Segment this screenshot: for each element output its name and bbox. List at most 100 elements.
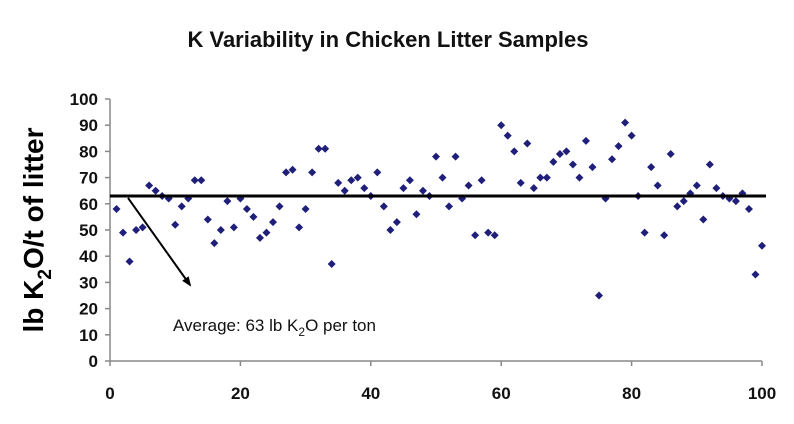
data-point xyxy=(438,173,447,182)
data-point xyxy=(555,150,564,159)
data-point xyxy=(510,147,519,156)
y-tick-label: 20 xyxy=(79,300,98,319)
data-point xyxy=(288,165,297,174)
data-point xyxy=(751,270,760,279)
data-point xyxy=(445,202,454,211)
data-point xyxy=(269,218,277,227)
data-point xyxy=(640,228,649,237)
data-point xyxy=(282,168,291,177)
data-point xyxy=(595,291,603,300)
data-point xyxy=(731,197,740,206)
x-tick-label: 80 xyxy=(622,384,641,403)
data-point xyxy=(758,241,766,250)
data-point xyxy=(327,260,336,269)
data-point xyxy=(588,163,597,172)
data-point xyxy=(255,233,264,242)
data-point xyxy=(516,178,525,187)
data-point xyxy=(242,205,251,214)
y-tick-label: 10 xyxy=(79,326,98,345)
data-points xyxy=(112,118,766,300)
y-tick-label: 0 xyxy=(89,352,98,371)
y-tick-label: 80 xyxy=(79,142,98,161)
data-point xyxy=(321,144,330,153)
data-point xyxy=(386,226,395,234)
data-point xyxy=(497,121,506,130)
data-point xyxy=(171,220,180,229)
x-tick-label: 100 xyxy=(748,384,776,403)
data-point xyxy=(373,168,382,177)
y-tick-label: 30 xyxy=(79,273,98,292)
data-point xyxy=(249,212,258,221)
data-point xyxy=(197,176,206,185)
data-point xyxy=(275,202,284,211)
data-point xyxy=(379,202,388,211)
data-point xyxy=(679,197,688,206)
data-point xyxy=(673,202,682,211)
data-point xyxy=(360,184,369,193)
data-point xyxy=(295,223,304,232)
data-point xyxy=(347,176,356,185)
data-point xyxy=(112,205,121,214)
y-tick-marks xyxy=(105,98,110,362)
data-point xyxy=(647,163,656,172)
data-point xyxy=(503,131,512,140)
data-point xyxy=(119,228,128,237)
average-arrow xyxy=(127,197,192,287)
data-point xyxy=(314,144,323,153)
data-point xyxy=(666,150,675,159)
data-point xyxy=(621,118,630,127)
data-point xyxy=(562,147,571,156)
data-point xyxy=(210,239,219,248)
y-tick-label: 50 xyxy=(79,221,98,240)
data-point xyxy=(712,184,721,193)
data-point xyxy=(529,184,538,193)
data-point xyxy=(418,186,427,195)
data-point xyxy=(490,231,499,240)
x-tick-label: 40 xyxy=(361,384,380,403)
data-point xyxy=(627,131,636,140)
data-point xyxy=(399,184,408,193)
x-tick-labels: 0 20 40 60 80 100 xyxy=(105,384,776,403)
data-point xyxy=(549,157,558,166)
y-tick-label: 60 xyxy=(79,195,98,214)
y-tick-label: 40 xyxy=(79,247,98,266)
data-point xyxy=(216,226,225,234)
chart-title: K Variability in Chicken Litter Samples xyxy=(187,27,588,52)
data-point xyxy=(125,257,134,266)
data-point xyxy=(223,197,232,206)
data-point xyxy=(464,181,473,190)
data-point xyxy=(353,173,362,182)
data-point xyxy=(308,168,317,177)
data-point xyxy=(405,176,414,185)
data-point xyxy=(744,205,753,214)
data-point xyxy=(536,173,545,182)
y-tick-label: 70 xyxy=(79,169,98,188)
data-point xyxy=(523,139,532,148)
data-point xyxy=(653,181,662,190)
data-point xyxy=(138,223,147,232)
data-point xyxy=(471,231,480,240)
data-point xyxy=(477,176,486,185)
data-point xyxy=(392,218,401,227)
x-tick-label: 60 xyxy=(492,384,511,403)
y-tick-label: 90 xyxy=(79,116,98,135)
data-point xyxy=(262,228,271,237)
data-point xyxy=(575,173,584,182)
data-point xyxy=(301,205,310,214)
data-point xyxy=(340,186,349,195)
data-point xyxy=(432,152,440,161)
data-point xyxy=(608,155,617,164)
data-point xyxy=(568,160,577,169)
data-point xyxy=(614,142,623,151)
y-tick-label: 100 xyxy=(70,90,98,109)
data-point xyxy=(581,136,590,145)
data-point xyxy=(705,160,714,169)
data-point xyxy=(542,173,551,182)
data-point xyxy=(132,226,141,234)
data-point xyxy=(692,181,701,190)
data-point xyxy=(412,210,421,219)
data-point xyxy=(229,223,238,232)
x-tick-marks xyxy=(109,361,763,366)
data-point xyxy=(190,176,199,185)
